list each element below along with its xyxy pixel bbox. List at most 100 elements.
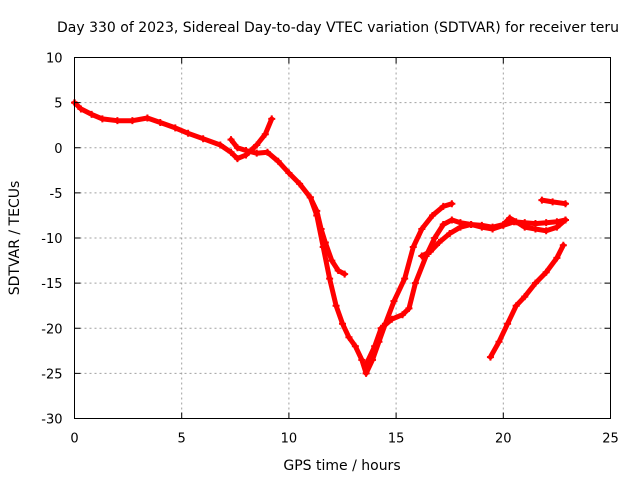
y-tick-label: -20 xyxy=(41,322,62,337)
series-line-7 xyxy=(487,242,566,360)
data-point xyxy=(439,202,447,210)
y-tick-label: -30 xyxy=(41,413,62,428)
data-point xyxy=(334,266,342,274)
data-point xyxy=(156,118,164,126)
data-point xyxy=(411,279,419,287)
data-point xyxy=(306,193,314,201)
data-point xyxy=(431,234,439,242)
data-point xyxy=(377,324,385,332)
data-point xyxy=(531,279,539,287)
y-tick-label: 0 xyxy=(54,142,62,157)
data-point xyxy=(418,225,426,233)
data-point xyxy=(242,146,250,154)
data-point xyxy=(216,141,224,149)
y-tick-label: -15 xyxy=(41,277,62,292)
data-point xyxy=(296,180,304,188)
y-tick-label: -5 xyxy=(50,187,63,202)
data-point xyxy=(88,110,96,118)
data-point xyxy=(405,304,413,312)
data-point xyxy=(313,211,321,219)
data-point xyxy=(390,297,398,305)
x-tick-label: 15 xyxy=(388,432,405,447)
y-axis-label: SDTVAR / TECUs xyxy=(7,181,23,296)
x-tick-label: 20 xyxy=(495,432,512,447)
x-tick-labels: 0 5 10 15 20 25 xyxy=(70,432,618,447)
data-point xyxy=(227,136,235,144)
data-point xyxy=(478,223,486,231)
data-point xyxy=(362,369,370,377)
x-tick-label: 25 xyxy=(602,432,619,447)
data-point xyxy=(504,320,512,328)
data-point xyxy=(274,157,282,165)
data-point xyxy=(253,149,261,157)
data-point xyxy=(263,148,271,156)
data-point xyxy=(542,227,550,235)
series-line-3 xyxy=(307,194,455,376)
data-series-group xyxy=(71,99,569,377)
data-point xyxy=(559,241,567,249)
data-point xyxy=(486,353,494,361)
data-point xyxy=(328,257,336,265)
data-point xyxy=(506,214,514,222)
data-point xyxy=(435,239,443,247)
data-point xyxy=(521,219,529,227)
chart-title: Day 330 of 2023, Sidereal Day-to-day VTE… xyxy=(57,20,619,36)
data-point xyxy=(362,360,370,368)
data-point xyxy=(553,254,561,262)
y-tick-labels: -30 -25 -20 -15 -10 -5 0 5 10 xyxy=(41,52,62,428)
data-point xyxy=(253,141,261,149)
data-point xyxy=(542,268,550,276)
data-point xyxy=(561,200,569,208)
data-point xyxy=(418,252,426,260)
data-point xyxy=(332,302,340,310)
data-point xyxy=(77,105,85,113)
data-point xyxy=(439,220,447,228)
data-point xyxy=(113,117,121,125)
data-point xyxy=(345,333,353,341)
data-point xyxy=(467,220,475,228)
x-tick-label: 10 xyxy=(281,432,298,447)
axis-ticks xyxy=(74,57,611,419)
data-point xyxy=(409,243,417,251)
data-point xyxy=(268,115,276,123)
x-axis-label: GPS time / hours xyxy=(283,458,400,474)
grid-lines xyxy=(74,57,611,419)
x-tick-label: 5 xyxy=(178,432,186,447)
data-point xyxy=(98,115,106,123)
data-point xyxy=(542,219,550,227)
data-point xyxy=(341,270,349,278)
data-point xyxy=(561,216,569,224)
data-point xyxy=(388,315,396,323)
data-point xyxy=(339,320,346,328)
y-tick-label: -10 xyxy=(41,232,62,247)
data-point xyxy=(184,129,192,137)
y-tick-label: 10 xyxy=(46,52,63,67)
data-point xyxy=(227,148,235,156)
data-point xyxy=(371,342,379,350)
data-point xyxy=(553,218,561,226)
data-point xyxy=(233,155,241,163)
y-tick-label: -25 xyxy=(41,367,62,382)
data-point xyxy=(429,211,437,219)
data-point xyxy=(448,200,456,208)
data-point xyxy=(448,216,456,224)
data-point xyxy=(531,220,539,228)
data-point xyxy=(285,169,293,177)
data-point xyxy=(399,311,407,319)
data-point xyxy=(171,124,179,132)
data-point xyxy=(128,117,136,125)
data-point xyxy=(143,114,151,122)
data-point xyxy=(512,302,520,310)
data-point xyxy=(495,338,503,346)
data-point xyxy=(456,223,464,231)
data-point xyxy=(351,342,359,350)
data-point xyxy=(358,356,366,364)
data-point xyxy=(521,293,529,301)
y-tick-label: 5 xyxy=(54,97,62,112)
x-tick-label: 0 xyxy=(70,432,78,447)
data-point xyxy=(510,218,518,226)
data-point xyxy=(446,229,454,237)
data-point xyxy=(549,198,557,206)
series-line-2 xyxy=(228,137,348,277)
